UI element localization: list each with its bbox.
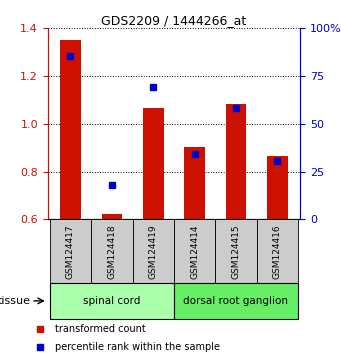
Bar — [102, 213, 122, 219]
Bar — [143, 108, 164, 219]
Bar — [215, 219, 257, 283]
Bar — [60, 40, 81, 219]
Text: percentile rank within the sample: percentile rank within the sample — [55, 342, 220, 352]
Text: transformed count: transformed count — [55, 324, 146, 334]
Bar — [257, 219, 298, 283]
Text: tissue: tissue — [0, 296, 30, 306]
Title: GDS2209 / 1444266_at: GDS2209 / 1444266_at — [101, 14, 247, 27]
Bar — [50, 219, 91, 283]
Text: GSM124418: GSM124418 — [107, 224, 116, 279]
Text: GSM124417: GSM124417 — [66, 224, 75, 279]
Text: dorsal root ganglion: dorsal root ganglion — [183, 296, 288, 306]
Bar — [133, 219, 174, 283]
Text: GSM124414: GSM124414 — [190, 224, 199, 279]
Text: GSM124415: GSM124415 — [232, 224, 240, 279]
Bar — [226, 104, 246, 219]
Bar — [174, 283, 298, 319]
Bar — [267, 156, 288, 219]
Bar — [50, 283, 174, 319]
Bar — [91, 219, 133, 283]
Text: spinal cord: spinal cord — [83, 296, 140, 306]
Text: GSM124416: GSM124416 — [273, 224, 282, 279]
Bar — [184, 147, 205, 219]
Bar — [174, 219, 215, 283]
Text: GSM124419: GSM124419 — [149, 224, 158, 279]
